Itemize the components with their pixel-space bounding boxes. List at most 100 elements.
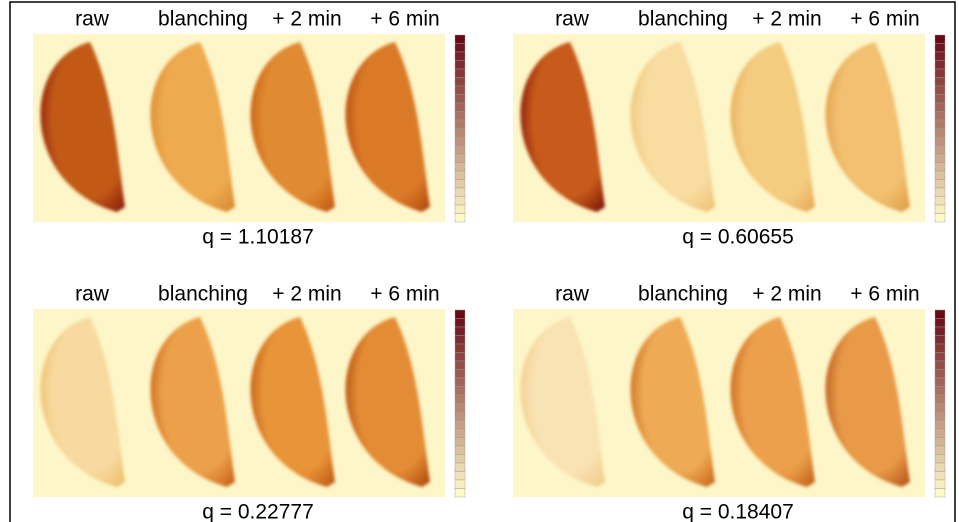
colorbar-cell [455,112,465,121]
colorbar-cell [935,327,945,336]
colorbar-cell [455,137,465,146]
colorbar-cell [935,129,945,138]
colorbar-cell [455,171,465,180]
colorbar-cell [935,86,945,95]
slice-label: + 6 min [370,283,439,306]
colorbar-cell [455,69,465,78]
colorbar-cell [935,489,945,498]
colorbar-cell [935,154,945,163]
colorbar-cell [455,438,465,447]
colorbar-cell [455,327,465,336]
panel: raw blanching + 2 min + 6 min q = 0.18407 [513,283,945,522]
colorbar-cell [455,103,465,112]
slice-label: raw [75,283,110,306]
colorbar-cell [455,86,465,95]
colorbar-cell [935,404,945,413]
colorbar-cell [455,78,465,87]
colorbar-cell [935,446,945,455]
colorbar-cell [455,412,465,421]
colorbar-cell [935,412,945,421]
colorbar-cell [935,137,945,146]
colorbar-cell [935,378,945,387]
colorbar-cell [455,214,465,223]
colorbar-cell [455,404,465,413]
colorbar-cell [455,205,465,214]
colorbar-cell [455,146,465,155]
slice-label: blanching [158,283,248,306]
slice-label: + 2 min [272,8,341,31]
colorbar-cell [455,163,465,172]
slice-label: raw [555,283,590,306]
colorbar-cell [455,180,465,189]
colorbar-cell [455,154,465,163]
colorbar-cell [935,69,945,78]
colorbar-cell [455,421,465,430]
slice-label: + 2 min [272,283,341,306]
colorbar-cell [455,35,465,44]
colorbar-cell [455,387,465,396]
colorbar-cell [935,95,945,104]
colorbar-cell [935,214,945,223]
colorbar-cell [935,421,945,430]
colorbar-cell [935,336,945,345]
q-value: q = 1.10187 [202,226,314,249]
colorbar-cell [455,378,465,387]
colorbar-cell [455,120,465,129]
colorbar-cell [455,472,465,481]
colorbar-cell [935,480,945,489]
q-value: q = 0.60655 [682,226,794,249]
colorbar-cell [455,44,465,53]
slice-label: + 6 min [850,283,919,306]
colorbar-cell [935,319,945,328]
colorbar-cell [455,197,465,206]
colorbar-cell [935,370,945,379]
colorbar-cell [935,146,945,155]
colorbar-cell [935,310,945,319]
colorbar-cell [455,188,465,197]
colorbar-cell [455,310,465,319]
q-value: q = 0.22777 [202,501,314,522]
colorbar-cell [935,61,945,70]
colorbar-cell [455,463,465,472]
colorbar-cell [935,197,945,206]
slice-label: raw [75,8,110,31]
colorbar-cell [935,35,945,44]
slice-label: blanching [638,8,728,31]
colorbar-cell [455,61,465,70]
colorbar-cell [935,344,945,353]
slice-label: + 6 min [850,8,919,31]
colorbar-cell [455,370,465,379]
colorbar-cell [935,387,945,396]
colorbar-cell [455,446,465,455]
colorbar-cell [935,353,945,362]
colorbar-cell [455,344,465,353]
colorbar-cell [455,429,465,438]
colorbar-cell [935,395,945,404]
colorbar-cell [455,480,465,489]
colorbar-cell [935,52,945,61]
colorbar-cell [935,429,945,438]
colorbar-cell [455,95,465,104]
slice-label: blanching [638,283,728,306]
colorbar-cell [935,103,945,112]
colorbar-cell [935,438,945,447]
colorbar-cell [935,171,945,180]
slice-label: + 6 min [370,8,439,31]
colorbar-cell [935,78,945,87]
colorbar-cell [935,163,945,172]
colorbar-cell [935,44,945,53]
colorbar-cell [455,52,465,61]
colorbar-cell [935,188,945,197]
colorbar-cell [935,472,945,481]
panel: raw blanching + 2 min + 6 min q = 0.22777 [33,283,465,522]
colorbar-cell [455,455,465,464]
figure: raw blanching + 2 min + 6 min q = 1.10187 raw… [0,0,959,522]
slice-label: + 2 min [752,283,821,306]
colorbar-cell [935,112,945,121]
colorbar-cell [455,361,465,370]
q-value: q = 0.18407 [682,501,794,522]
colorbar-cell [455,353,465,362]
slice-label: raw [555,8,590,31]
